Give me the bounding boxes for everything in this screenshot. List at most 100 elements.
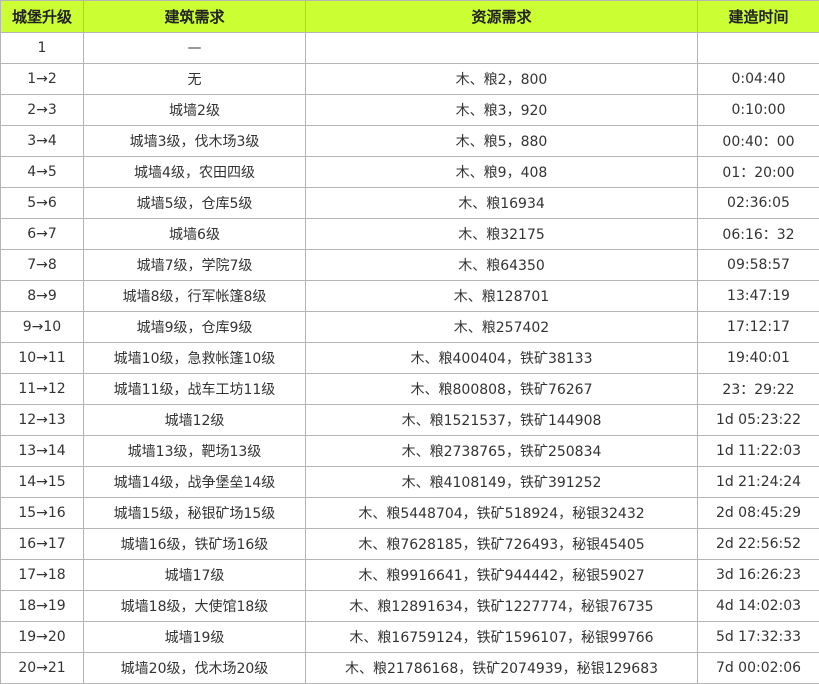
table-cell: 17:12:17 — [698, 312, 819, 343]
table-cell: 城墙18级，大使馆18级 — [84, 591, 306, 622]
header-cell: 资源需求 — [306, 1, 698, 33]
table-cell: 4d 14:02:03 — [698, 591, 819, 622]
table-cell: 5d 17:32:33 — [698, 622, 819, 653]
table-cell: 1d 11:22:03 — [698, 436, 819, 467]
table-cell: 城墙13级，靶场13级 — [84, 436, 306, 467]
table-cell: 14→15 — [1, 467, 84, 498]
table-cell: 0:10:00 — [698, 95, 819, 126]
table-cell: 17→18 — [1, 560, 84, 591]
table-cell: 城墙16级，铁矿场16级 — [84, 529, 306, 560]
table-cell: 1d 21:24:24 — [698, 467, 819, 498]
table-cell: 6→7 — [1, 219, 84, 250]
header-cell: 城堡升级 — [1, 1, 84, 33]
table-cell: 19:40:01 — [698, 343, 819, 374]
table-cell: 木、粮3，920 — [306, 95, 698, 126]
table-cell: 2d 22:56:52 — [698, 529, 819, 560]
table-cell: 01：20:00 — [698, 157, 819, 188]
table-cell: 城墙14级，战争堡垒14级 — [84, 467, 306, 498]
table-cell: 18→19 — [1, 591, 84, 622]
table-cell: 木、粮64350 — [306, 250, 698, 281]
table-cell: 19→20 — [1, 622, 84, 653]
table-cell: 城墙4级，农田四级 — [84, 157, 306, 188]
table-cell: 10→11 — [1, 343, 84, 374]
table-cell: 3d 16:26:23 — [698, 560, 819, 591]
table-cell: 木、粮128701 — [306, 281, 698, 312]
table-cell: 7→8 — [1, 250, 84, 281]
table-cell: 13→14 — [1, 436, 84, 467]
table-cell: 城墙11级，战车工坊11级 — [84, 374, 306, 405]
table-cell: 23：29:22 — [698, 374, 819, 405]
table-cell: 5→6 — [1, 188, 84, 219]
table-cell: 3→4 — [1, 126, 84, 157]
table-cell: 城墙10级，急救帐篷10级 — [84, 343, 306, 374]
table-cell: 城墙5级，仓库5级 — [84, 188, 306, 219]
table-cell: 16→17 — [1, 529, 84, 560]
table-cell: 木、粮9916641，铁矿944442，秘银59027 — [306, 560, 698, 591]
table-cell: 09:58:57 — [698, 250, 819, 281]
table-cell: 城墙8级，行军帐篷8级 — [84, 281, 306, 312]
table-row: 1— — [1, 33, 819, 64]
table-cell: 城墙17级 — [84, 560, 306, 591]
table-cell: 06:16：32 — [698, 219, 819, 250]
table-cell: 8→9 — [1, 281, 84, 312]
table-cell: 1d 05:23:22 — [698, 405, 819, 436]
table-cell: 1→2 — [1, 64, 84, 95]
header-row: 城堡升级建筑需求资源需求建造时间 — [1, 1, 819, 33]
table-cell: 00:40：00 — [698, 126, 819, 157]
table-cell: 木、粮1521537，铁矿144908 — [306, 405, 698, 436]
table-cell: 木、粮12891634，铁矿1227774，秘银76735 — [306, 591, 698, 622]
table-cell: 城墙3级，伐木场3级 — [84, 126, 306, 157]
header-cell: 建筑需求 — [84, 1, 306, 33]
table-cell: 2d 08:45:29 — [698, 498, 819, 529]
table-cell: 15→16 — [1, 498, 84, 529]
table-cell: 木、粮257402 — [306, 312, 698, 343]
table-cell: 12→13 — [1, 405, 84, 436]
table-cell: 木、粮9，408 — [306, 157, 698, 188]
table-cell: 木、粮2738765，铁矿250834 — [306, 436, 698, 467]
table-cell: 城墙20级，伐木场20级 — [84, 653, 306, 684]
table-cell: 02:36:05 — [698, 188, 819, 219]
table-cell: 木、粮21786168，铁矿2074939，秘银129683 — [306, 653, 698, 684]
table-cell — [698, 33, 819, 64]
table-cell: 2→3 — [1, 95, 84, 126]
table-cell — [306, 33, 698, 64]
table-cell: 木、粮800808，铁矿76267 — [306, 374, 698, 405]
table-cell: 城墙6级 — [84, 219, 306, 250]
table-cell: 0:04:40 — [698, 64, 819, 95]
table-cell: 城墙9级，仓库9级 — [84, 312, 306, 343]
table-cell: 城墙12级 — [84, 405, 306, 436]
table-cell: 木、粮5，880 — [306, 126, 698, 157]
table-cell: 木、粮2，800 — [306, 64, 698, 95]
table-cell: 4→5 — [1, 157, 84, 188]
table-cell: 木、粮7628185，铁矿726493，秘银45405 — [306, 529, 698, 560]
table-cell: 木、粮5448704，铁矿518924，秘银32432 — [306, 498, 698, 529]
table-cell: 城墙7级，学院7级 — [84, 250, 306, 281]
table-cell: 木、粮400404，铁矿38133 — [306, 343, 698, 374]
table-cell: 木、粮16759124，铁矿1596107，秘银99766 — [306, 622, 698, 653]
table-cell: 城墙2级 — [84, 95, 306, 126]
table-cell: 7d 00:02:06 — [698, 653, 819, 684]
table-cell: 9→10 — [1, 312, 84, 343]
